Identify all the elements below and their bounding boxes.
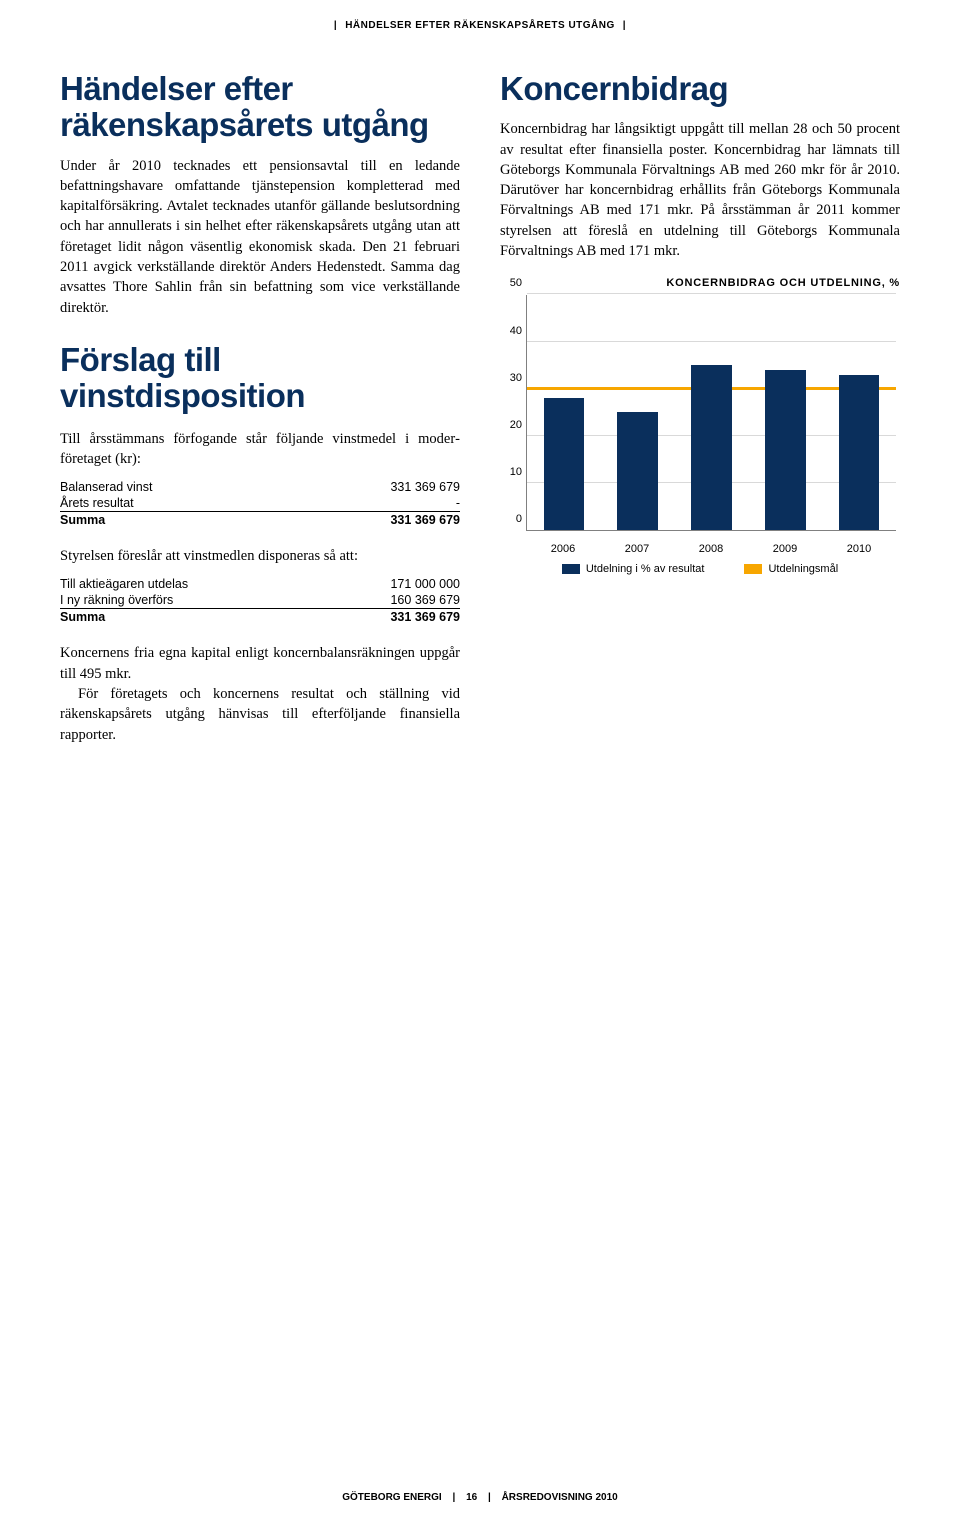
section-header-text: HÄNDELSER EFTER RÄKENSKAPSÅRETS UTGÅNG bbox=[345, 20, 615, 31]
row-value: 331 369 679 bbox=[390, 513, 460, 527]
footer-company: GÖTEBORG ENERGI bbox=[342, 1492, 441, 1503]
chart-bar bbox=[544, 398, 585, 530]
row-value: 160 369 679 bbox=[390, 593, 460, 607]
bar-chart: 0102030405020062007200820092010 bbox=[500, 295, 900, 555]
row-label: Årets resultat bbox=[60, 496, 134, 510]
financial-table-1: Balanserad vinst331 369 679Årets resulta… bbox=[60, 479, 460, 528]
financial-table-2: Till aktieägaren utdelas171 000 000I ny … bbox=[60, 576, 460, 625]
koncernbidrag-paragraph: Koncernbidrag har långsiktigt uppgått ti… bbox=[500, 119, 900, 261]
legend-item: Utdelning i % av resultat bbox=[562, 563, 705, 575]
heading-events: Händelser efter räkenskaps­årets utgång bbox=[60, 71, 460, 144]
heading-koncernbidrag: Koncernbidrag bbox=[500, 71, 900, 107]
right-column: Koncernbidrag Koncernbidrag har långsikt… bbox=[500, 71, 900, 745]
row-value: 171 000 000 bbox=[390, 577, 460, 591]
x-axis-label: 2006 bbox=[551, 543, 575, 555]
legend-item: Utdelningsmål bbox=[744, 563, 838, 575]
events-paragraph: Under år 2010 tecknades ett pensionsavta… bbox=[60, 156, 460, 318]
x-axis-label: 2007 bbox=[625, 543, 649, 555]
gridline bbox=[527, 293, 896, 294]
x-axis-label: 2008 bbox=[699, 543, 723, 555]
legend-label: Utdelningsmål bbox=[768, 563, 838, 575]
table-row: Årets resultat - bbox=[60, 495, 460, 512]
row-label: Summa bbox=[60, 513, 105, 527]
legend-swatch bbox=[744, 564, 762, 574]
closing-para-a: Koncernens fria egna kapital enligt konc… bbox=[60, 643, 460, 684]
closing-para-b: För företagets och koncernens resultat o… bbox=[60, 684, 460, 745]
row-value: 331 369 679 bbox=[390, 480, 460, 494]
y-axis-tick: 20 bbox=[500, 419, 522, 431]
footer-page-number: 16 bbox=[466, 1492, 477, 1503]
page-footer: GÖTEBORG ENERGI | 16 | ÅRSREDOVISNING 20… bbox=[0, 1492, 960, 1503]
table-row: Summa 331 369 679 bbox=[60, 512, 460, 528]
table-row: Till aktieägaren utdelas 171 000 000 bbox=[60, 576, 460, 592]
heading-proposal: Förslag till vinstdisposition bbox=[60, 342, 460, 415]
row-value: - bbox=[456, 496, 460, 510]
y-axis-tick: 50 bbox=[500, 277, 522, 289]
chart-plot-area bbox=[526, 295, 896, 531]
two-column-layout: Händelser efter räkenskaps­årets utgång … bbox=[60, 71, 900, 745]
y-axis-tick: 0 bbox=[500, 513, 522, 525]
proposal-mid: Styrelsen föreslår att vinstmedlen dispo… bbox=[60, 546, 460, 566]
chart-bar bbox=[839, 375, 880, 531]
legend-swatch bbox=[562, 564, 580, 574]
chart-title: KONCERNBIDRAG OCH UTDELNING, % bbox=[500, 277, 900, 289]
proposal-intro: Till årsstämmans förfogande står följand… bbox=[60, 429, 460, 470]
row-label: Balanserad vinst bbox=[60, 480, 152, 494]
footer-document: ÅRSREDOVISNING 2010 bbox=[502, 1492, 618, 1503]
chart-container: KONCERNBIDRAG OCH UTDELNING, % 0 10 20 30 40… bbox=[500, 277, 900, 575]
x-axis-label: 2009 bbox=[773, 543, 797, 555]
chart-bar bbox=[691, 365, 732, 530]
chart-legend: Utdelning i % av resultat Utdelningsmål bbox=[500, 563, 900, 575]
row-label: I ny räkning överförs bbox=[60, 593, 173, 607]
row-label: Till aktieägaren utdelas bbox=[60, 577, 188, 591]
chart-bar bbox=[765, 370, 806, 530]
x-axis-label: 2010 bbox=[847, 543, 871, 555]
y-axis-tick: 30 bbox=[500, 372, 522, 384]
legend-label: Utdelning i % av resultat bbox=[586, 563, 705, 575]
chart-bar bbox=[617, 412, 658, 530]
left-column: Händelser efter räkenskaps­årets utgång … bbox=[60, 71, 460, 745]
row-value: 331 369 679 bbox=[390, 610, 460, 624]
gridline bbox=[527, 341, 896, 342]
table-row: Summa 331 369 679 bbox=[60, 609, 460, 625]
table-row: I ny räkning överförs 160 369 679 bbox=[60, 592, 460, 609]
row-label: Summa bbox=[60, 610, 105, 624]
section-header: |HÄNDELSER EFTER RÄKENSKAPSÅRETS UTGÅNG| bbox=[60, 20, 900, 31]
table-row: Balanserad vinst 331 369 679 bbox=[60, 479, 460, 495]
y-axis-tick: 10 bbox=[500, 466, 522, 478]
y-axis-tick: 40 bbox=[500, 325, 522, 337]
